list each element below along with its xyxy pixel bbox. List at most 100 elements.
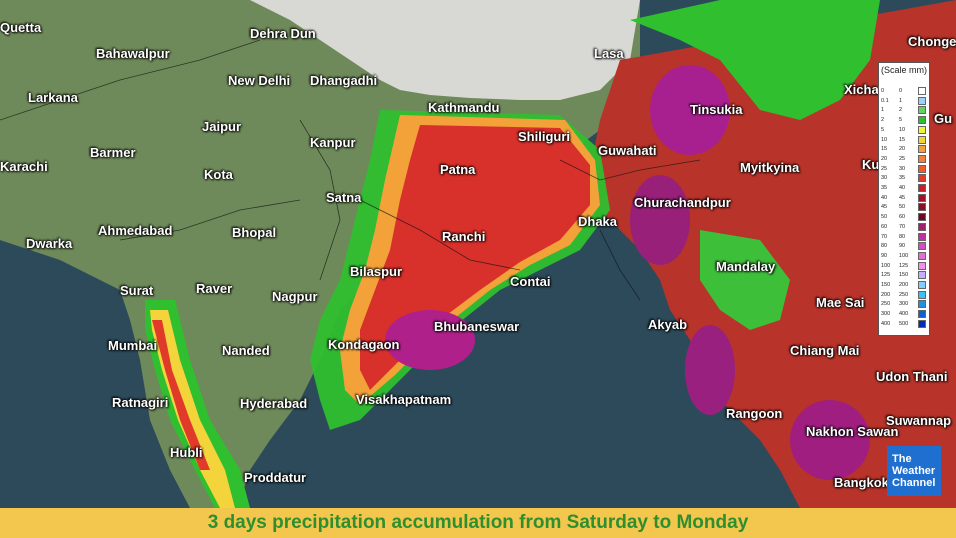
scale-row-from: 150 [881,282,891,288]
scale-row-to: 2 [899,107,903,114]
scale-row: 200 250 [881,290,927,300]
scale-swatch [918,300,926,309]
scale-row: 100 125 [881,261,927,271]
city-label-dhangadhi: Dhangadhi [310,73,378,88]
scale-row-to: 45 [899,194,906,201]
heavy-rain-manipur [630,175,690,265]
scale-swatch [918,290,926,299]
scale-row-from: 70 [881,233,888,240]
scale-row-from: 2 [881,117,885,124]
scale-row: 400 500 [881,319,927,329]
scale-row-to: 100 [899,252,909,259]
scale-row-from: 400 [881,320,891,327]
city-label-dwarka: Dwarka [26,236,73,251]
city-label-barmer: Barmer [90,145,136,160]
city-label-bhubaneswar: Bhubaneswar [434,319,520,334]
city-label-mumbai: Mumbai [108,338,158,353]
scale-row: 35 40 [881,184,927,193]
weather-channel-logo: The Weather Channel [887,446,941,496]
scale-row-from: 15 [881,146,888,153]
city-label-new-delhi: New Delhi [228,73,291,88]
scale-row-to: 300 [899,301,909,308]
scale-swatch [918,87,926,95]
scale-row: 90 100 [881,251,927,261]
scale-row-to: 15 [899,136,906,143]
scale-row-from: 35 [881,185,888,191]
city-label-contai: Contai [510,274,551,289]
scale-row: 125 150 [881,271,927,280]
scale-swatch [918,232,926,241]
scale-row: 70 80 [881,232,927,242]
city-label-xicha: Xicha [844,82,879,97]
scale-row-to: 35 [899,175,906,182]
city-label-proddatur: Proddatur [244,470,307,485]
city-label-myitkyina: Myitkyina [740,160,800,175]
scale-row: 45 50 [881,203,927,212]
scale-row-to: 500 [899,320,909,327]
city-label-kondagaon: Kondagaon [328,337,400,352]
scale-row-to: 125 [899,262,909,269]
city-label-akyab: Akyab [648,317,688,332]
city-label-bhopal: Bhopal [232,225,277,240]
scale-title: (Scale mm) [880,65,927,75]
city-label-visakhapatnam: Visakhapatnam [356,392,452,407]
heavy-rain-thailand [790,400,870,480]
scale-row-to: 0 [899,88,903,94]
city-label-raver: Raver [196,281,233,296]
scale-row-to: 200 [899,282,909,288]
city-label-bangkok: Bangkok [834,475,889,490]
scale-row-from: 250 [881,301,891,308]
scale-row: 300 400 [881,310,927,319]
city-label-chonge: Chonge [908,34,956,49]
scale-row: 15 20 [881,145,927,154]
city-label-gu: Gu [934,111,953,126]
scale-swatch [918,116,926,125]
city-label-lasa: Lasa [594,46,624,61]
scale-swatch [918,251,926,260]
rain-band-west-coast-core [150,310,235,508]
tibet-plateau [250,0,640,100]
scale-swatch [918,145,926,154]
scale-row-from: 1 [881,107,885,114]
logo-line-2: Weather [892,465,936,477]
scale-row-from: 30 [881,175,888,182]
city-label-karachi: Karachi [0,159,48,174]
scale-row-to: 250 [899,291,909,298]
city-label-nanded: Nanded [222,343,270,358]
scale-row: 50 60 [881,213,927,222]
scale-swatch [918,125,926,134]
city-label-nakhon-sawan: Nakhon Sawan [806,424,899,439]
city-label-quetta: Quetta [0,20,42,35]
scale-row-from: 0.1 [881,97,889,104]
city-label-jaipur: Jaipur [202,119,242,134]
scale-row-to: 10 [899,126,906,133]
scale-row-to: 25 [899,155,906,162]
city-label-nagpur: Nagpur [272,289,318,304]
scale-swatch [918,135,926,144]
city-label-shiliguri: Shiliguri [518,129,570,144]
city-label-chiang-mai: Chiang Mai [790,343,860,358]
city-label-hubli: Hubli [170,445,203,460]
scale-row-from: 25 [881,165,888,172]
scale-swatch [918,242,926,251]
scale-row-from: 10 [881,136,888,143]
city-label-ratnagiri: Ratnagiri [112,395,169,410]
scale-row-from: 45 [881,204,888,211]
city-label-dehra-dun: Dehra Dun [250,26,316,41]
logo-line-1: The [892,453,912,465]
scale-row: 5 10 [881,125,927,135]
city-label-udon-thani: Udon Thani [876,369,948,384]
border-lines [0,39,701,301]
logo-line-3: Channel [892,477,936,489]
scale-row: 250 300 [881,300,927,309]
city-label-bahawalpur: Bahawalpur [96,46,170,61]
scale-swatch [918,222,926,231]
map-title: 3 days precipitation accumulation from S… [207,512,749,533]
scale-swatch [918,164,926,173]
scale-row-to: 70 [899,223,906,230]
scale-row-from: 125 [881,272,891,279]
scale-row-to: 40 [899,185,906,191]
scale-row-to: 1 [899,97,903,104]
scale-row-from: 60 [881,223,888,230]
